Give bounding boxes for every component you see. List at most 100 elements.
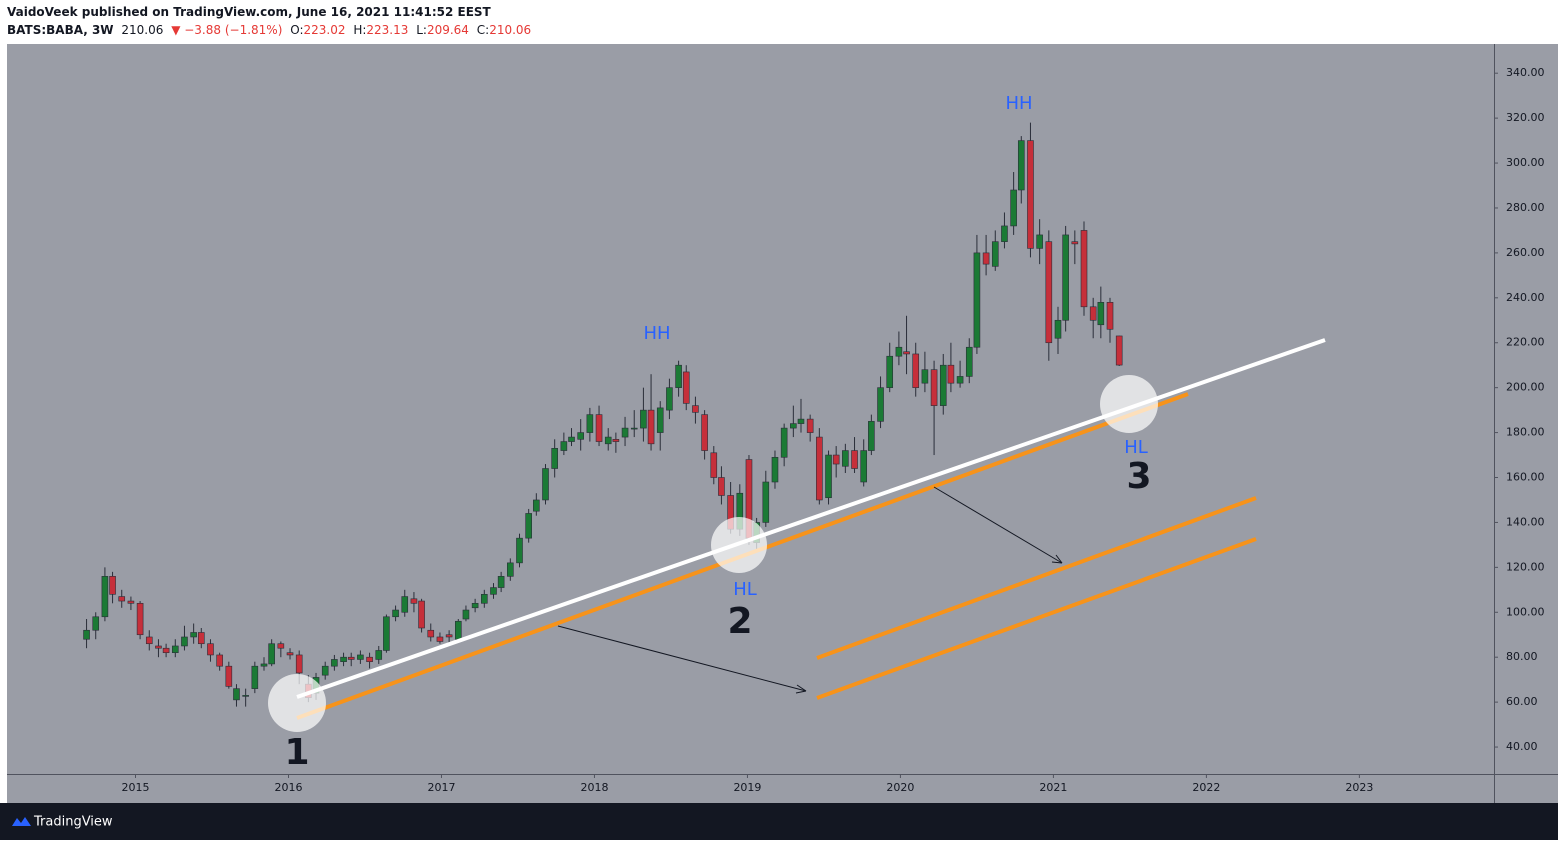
candle-body <box>418 600 425 629</box>
candle-body <box>1089 306 1097 321</box>
candle-body <box>190 632 197 638</box>
candle-body <box>277 643 285 649</box>
y-tick-label: 60.00 <box>1506 695 1538 708</box>
candle-body <box>233 688 240 701</box>
candle-body <box>1071 241 1079 245</box>
candle-body <box>912 353 920 388</box>
candle-body <box>340 656 347 662</box>
candle-body <box>118 596 126 602</box>
candle-body <box>197 632 205 645</box>
candle-body <box>455 620 462 640</box>
candle-body <box>939 364 947 406</box>
ohlc-value: 223.13 <box>366 23 408 37</box>
arrow-head <box>1051 554 1063 564</box>
candle-body <box>436 636 444 642</box>
brand: TradingView <box>33 815 113 830</box>
candle-body <box>991 241 999 267</box>
candle-body <box>762 481 770 523</box>
candle-body <box>604 436 612 445</box>
candle-body <box>507 562 514 577</box>
arrow <box>557 625 807 692</box>
y-tick-label: 160.00 <box>1506 471 1545 484</box>
candle-body <box>956 376 964 384</box>
candle-body <box>1080 230 1088 308</box>
ohlc-label: L: <box>416 23 427 37</box>
candle-body <box>83 629 90 640</box>
ohlc-value: 210.06 <box>489 23 531 37</box>
candle-body <box>181 636 188 647</box>
candle-body <box>947 364 955 384</box>
candle-body <box>921 369 929 384</box>
candle-body <box>295 654 303 674</box>
candle-body <box>551 448 558 469</box>
y-tick-label: 40.00 <box>1506 740 1538 753</box>
candle-body <box>481 594 488 604</box>
change: ▼ −3.88 (−1.81%) <box>171 23 282 37</box>
candle-body <box>982 252 990 265</box>
symbol: BATS:BABA, 3W <box>7 23 114 37</box>
x-tick-label: 2017 <box>427 781 455 794</box>
candle-body <box>321 665 329 676</box>
candle-body <box>127 600 135 604</box>
candle-body <box>965 346 973 377</box>
candle-body <box>895 346 903 357</box>
x-tick-label: 2016 <box>274 781 302 794</box>
candle-body <box>771 456 779 483</box>
annotation: 3 <box>1126 456 1151 497</box>
candle-body <box>806 418 814 433</box>
ohlc-label: H: <box>353 23 366 37</box>
y-tick-label: 340.00 <box>1506 66 1545 79</box>
candle-body <box>621 427 629 438</box>
candle-body <box>145 636 153 645</box>
candle-body <box>162 647 170 654</box>
annotation: HL <box>1124 437 1148 458</box>
y-tick-label: 220.00 <box>1506 336 1545 349</box>
candle-body <box>260 663 268 667</box>
candle-body <box>790 423 797 429</box>
header-bg <box>0 0 1558 44</box>
candle-body <box>242 695 249 697</box>
candle-body <box>692 405 699 413</box>
candle-body <box>586 414 594 433</box>
candle-body <box>392 609 399 618</box>
candle-body <box>1036 234 1043 249</box>
candle-body <box>286 652 294 656</box>
candle-body <box>851 450 858 469</box>
x-tick-label: 2022 <box>1192 781 1220 794</box>
candle-body <box>1027 140 1034 249</box>
publisher: VaidoVeek published on TradingView.com, … <box>7 5 492 19</box>
candle-body <box>612 439 620 442</box>
candle-body <box>903 351 910 355</box>
candle-body <box>251 665 259 689</box>
candle-body <box>462 609 470 620</box>
candle-body <box>101 576 109 618</box>
candle-body <box>797 418 805 424</box>
candle-body <box>930 369 938 406</box>
candle-body <box>366 656 373 662</box>
x-tick-label: 2020 <box>886 781 914 794</box>
x-tick-label: 2019 <box>733 781 761 794</box>
candle-body <box>1001 225 1008 242</box>
candle-body <box>1115 335 1123 366</box>
candle-body <box>410 598 418 604</box>
candle-body <box>1106 302 1114 330</box>
highlight-circle <box>268 674 326 732</box>
candle-body <box>401 596 409 613</box>
annotation: HL <box>733 579 757 600</box>
candle-body <box>268 643 275 665</box>
candle-body <box>109 576 116 595</box>
candle-body <box>682 371 690 404</box>
plot-bg <box>7 44 1558 803</box>
highlight-circle <box>711 517 767 573</box>
candle-body <box>1045 241 1053 344</box>
candle-body <box>825 454 832 499</box>
y-tick-label: 300.00 <box>1506 156 1545 169</box>
x-tick-label: 2015 <box>122 781 150 794</box>
tv-logo <box>12 817 31 826</box>
ohlc-value: 223.02 <box>303 23 345 37</box>
candle-body <box>155 645 162 649</box>
candle-body <box>577 432 584 440</box>
channel-line <box>816 537 1257 700</box>
footer-bar <box>0 803 1558 840</box>
